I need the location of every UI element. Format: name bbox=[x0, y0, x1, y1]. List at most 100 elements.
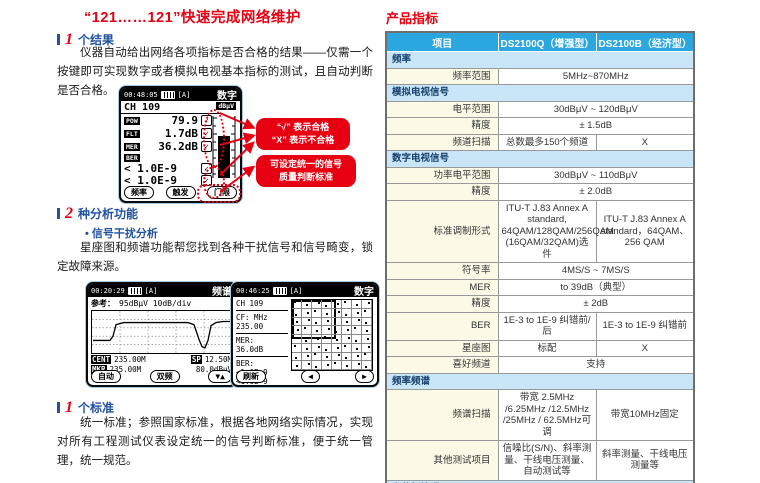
constellation-dot bbox=[343, 344, 346, 347]
measurement-row: FLT 1.7dB ✓ bbox=[121, 127, 215, 140]
constellation-cell bbox=[342, 343, 352, 353]
constellation-cell bbox=[312, 317, 322, 327]
constellation-grid bbox=[291, 299, 373, 371]
constellation-cell bbox=[292, 317, 302, 327]
pass-checkbox: ✓ bbox=[201, 128, 212, 139]
spec-label-cell: 其他测试项目 bbox=[385, 440, 499, 481]
ber-value: < 1.0E-9 bbox=[124, 161, 177, 175]
section-label: 种分析功能 bbox=[78, 207, 139, 221]
constellation-dot bbox=[295, 321, 298, 324]
constellation-cell bbox=[352, 335, 362, 344]
softkey-button[interactable]: 刷新 bbox=[236, 370, 266, 383]
constellation-cell bbox=[302, 343, 312, 353]
center-span-row: CENT 235.00M SP 12.50M bbox=[88, 354, 235, 364]
constellation-cell bbox=[332, 343, 342, 353]
table-section-row: 模拟电视信号 bbox=[385, 84, 695, 102]
spec-label-cell: 频道扫描 bbox=[385, 133, 499, 151]
screen3-buttons: 刷新 ◀ ▶ bbox=[236, 370, 374, 383]
softkey-button[interactable]: 触发 bbox=[165, 186, 196, 199]
spec-value-cell: X bbox=[595, 133, 695, 151]
softkey-button[interactable]: 门限 bbox=[207, 186, 237, 199]
mer-label: MER: bbox=[236, 336, 255, 345]
pass-fail-callout: “√” 表示合格 “X” 表示不合格 bbox=[256, 118, 350, 150]
spec-label-cell: 频率范围 bbox=[385, 67, 499, 85]
constellation-dot bbox=[336, 346, 339, 349]
constellation-dot bbox=[357, 363, 360, 366]
reference-value: 95dBμV 10dB/div bbox=[119, 299, 192, 308]
constellation-dot bbox=[314, 322, 317, 325]
constellation-dot bbox=[317, 345, 320, 348]
softkey-button[interactable]: ▼▲ bbox=[208, 370, 232, 383]
table-section-row: 数字电视信号 bbox=[385, 150, 695, 168]
softkey-button[interactable]: 自动 bbox=[91, 370, 121, 383]
reference-row: 参考： 95dBμV 10dB/div bbox=[88, 297, 235, 310]
constellation-dot bbox=[316, 337, 319, 340]
softkey-button[interactable]: ◀ bbox=[301, 370, 320, 383]
screen1-buttons: 频率 触发 门限 bbox=[124, 186, 237, 199]
constellation-dot bbox=[363, 353, 366, 356]
section-cell: 数字电视信号 bbox=[385, 150, 695, 168]
constellation-cell bbox=[362, 343, 372, 353]
spec-value-cell: 斜率测量、干线电压测量等 bbox=[595, 440, 695, 481]
spec-value-cell: 5MHz~870MHz bbox=[497, 67, 695, 85]
section-label: 个标准 bbox=[78, 401, 115, 415]
battery-icon bbox=[160, 90, 175, 99]
spec-value-cell: 带宽10MHz固定 bbox=[595, 389, 695, 441]
ber-label-badge: BER bbox=[124, 153, 140, 162]
paragraph-results: 仪器自动给出网络各项指标是否合格的结果——仅需一个按键即可实现数字或者模拟电视基… bbox=[57, 47, 373, 97]
constellation-cell bbox=[302, 352, 312, 362]
spec-label-cell: 功率电平范围 bbox=[385, 166, 499, 184]
table-row: 精度 ± 2.0dB bbox=[385, 183, 695, 201]
spec-label-cell: 星座图 bbox=[385, 339, 499, 357]
softkey-button[interactable]: 双频 bbox=[149, 370, 180, 383]
callout-line: 可设定统一的信号 bbox=[269, 159, 342, 169]
table-row: MER to 39dB（典型） bbox=[385, 278, 695, 296]
constellation-dot bbox=[326, 364, 329, 367]
constellation-cell bbox=[292, 335, 302, 344]
constellation-cell bbox=[312, 352, 322, 362]
constellation-cell bbox=[362, 308, 372, 318]
constellation-dot bbox=[364, 366, 367, 369]
constellation-dot bbox=[355, 303, 358, 306]
measurement-row: MER 36.2dB ✓ bbox=[121, 140, 215, 153]
constellation-cell bbox=[292, 326, 302, 335]
constellation-cell bbox=[292, 343, 302, 353]
cf-value: 235.00 bbox=[236, 322, 264, 331]
softkey-button[interactable]: ▶ bbox=[355, 370, 374, 383]
constellation-dot bbox=[294, 313, 297, 316]
constellation-dot bbox=[305, 347, 308, 350]
constellation-cell bbox=[322, 361, 332, 370]
constellation-cell bbox=[312, 308, 322, 318]
spec-value-cell: 1E-3 to 1E-9 纠错前/后 bbox=[497, 311, 597, 341]
channel-label: CH 109 bbox=[121, 101, 223, 114]
measurement-label-badge: POW bbox=[124, 116, 140, 125]
divider bbox=[236, 333, 288, 334]
constellation-cell bbox=[322, 343, 332, 353]
section-bar bbox=[57, 34, 60, 45]
constellation-dot bbox=[313, 309, 316, 312]
constellation-cell bbox=[332, 300, 342, 309]
measurement-label-badge: MER bbox=[124, 142, 140, 151]
table-row: 符号率 4MS/S ~ 7MS/S bbox=[385, 262, 695, 280]
softkey-button[interactable]: 频率 bbox=[124, 186, 154, 199]
spec-value-cell: 信噪比(S/N)、斜率测量、干线电压测量、自动测试等 bbox=[497, 440, 597, 481]
constellation-cell bbox=[332, 335, 342, 344]
constellation-dot bbox=[314, 366, 317, 369]
constellation-cell bbox=[352, 361, 362, 370]
constellation-cell bbox=[322, 300, 332, 309]
constellation-cell bbox=[352, 317, 362, 327]
spectrum-graph bbox=[91, 310, 232, 354]
device-screen-spectrum: 00:20:29 [A] 频谱 参考： 95dBμV 10dB/div CENT… bbox=[86, 282, 237, 387]
bullet-label: 信号干扰分析 bbox=[91, 228, 158, 240]
measurement-label-badge: FLT bbox=[124, 129, 140, 138]
ber-label: BER: bbox=[236, 359, 255, 368]
constellation-cell bbox=[352, 300, 362, 309]
screen2-topbar: 00:20:29 [A] 频谱 bbox=[88, 284, 235, 298]
constellation-cell bbox=[342, 317, 352, 327]
table-row: 标准调制形式 ITU-T J.83 Annex A standard, 64QAM… bbox=[385, 199, 695, 263]
table-section-row: 频率频谱 bbox=[385, 372, 695, 390]
measurement-row: POW 79.9 ✓ bbox=[121, 114, 215, 127]
constellation-cell bbox=[362, 317, 372, 327]
spec-value-cell: 支持 bbox=[497, 356, 695, 374]
